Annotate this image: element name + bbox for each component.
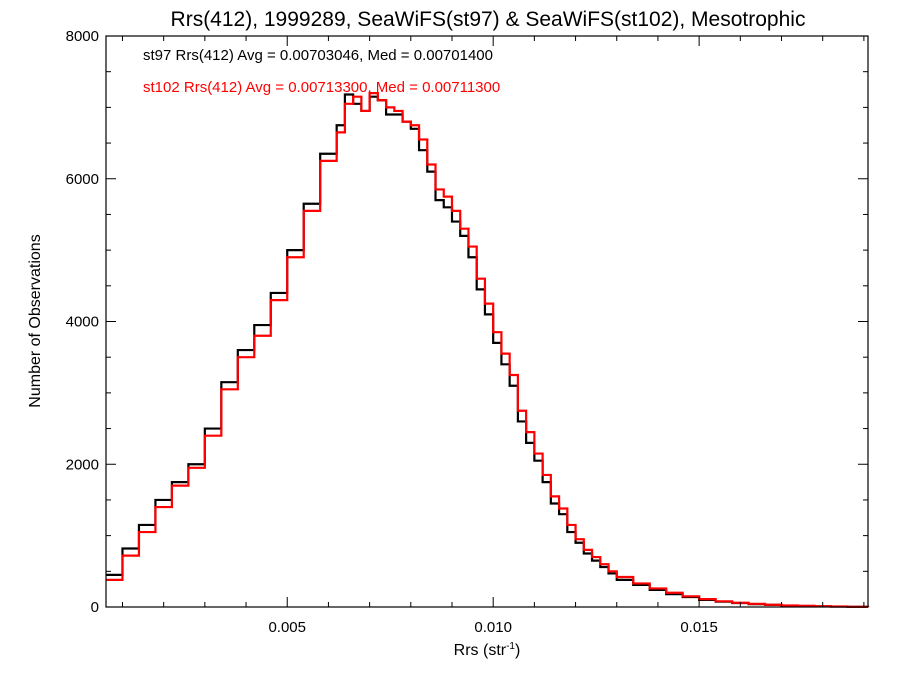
x-tick-label: 0.010: [474, 619, 512, 636]
x-tick-label: 0.015: [680, 619, 718, 636]
series-layer: [106, 92, 870, 608]
y-axis-label: Number of Observations: [27, 234, 44, 407]
x-axis-label-close: ): [515, 642, 520, 659]
series-st102-line: [106, 92, 870, 608]
series-st97-line: [106, 93, 870, 608]
y-tick-label: 0: [91, 599, 99, 616]
x-axis-label: Rrs (str-1): [454, 641, 521, 659]
y-tick-label: 2000: [66, 456, 99, 473]
y-tick-label: 4000: [66, 314, 99, 331]
x-tick-label: 0.005: [268, 619, 306, 636]
x-axis-label-superscript: -1: [506, 641, 515, 652]
plot-frame: [105, 35, 869, 608]
tick-layer: 0.005 0.010 0.015 0 2000 4000 6000 8000: [66, 28, 868, 636]
chart-title: Rrs(412), 1999289, SeaWiFS(st97) & SeaWi…: [171, 8, 806, 31]
y-tick-label: 8000: [66, 28, 99, 45]
x-axis-label-main: Rrs (str: [454, 642, 507, 659]
legend-st102-text: st102 Rrs(412) Avg = 0.00713300, Med = 0…: [143, 79, 500, 96]
y-tick-label: 6000: [66, 171, 99, 188]
legend-st97-text: st97 Rrs(412) Avg = 0.00703046, Med = 0.…: [143, 47, 493, 64]
